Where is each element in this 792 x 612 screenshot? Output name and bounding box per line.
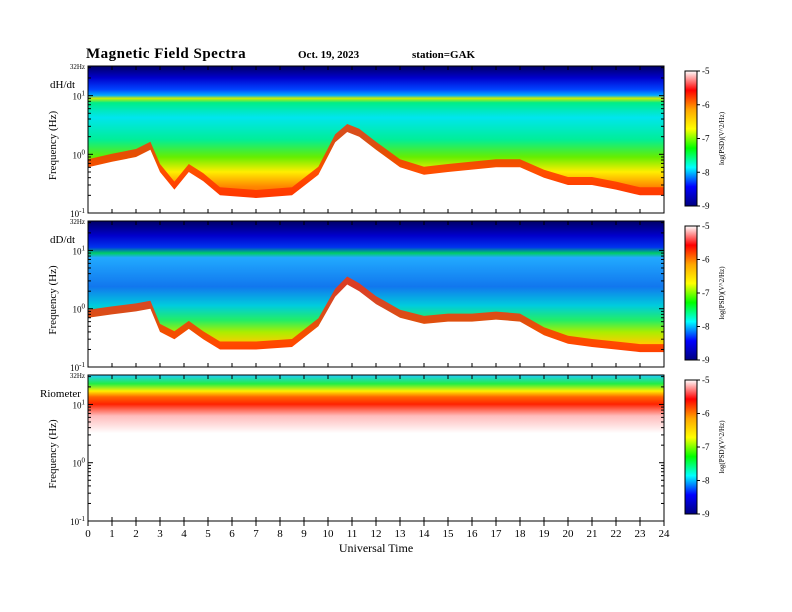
- x-tick-label: 24: [659, 528, 671, 540]
- colorbar-tick-label: -9: [702, 509, 710, 519]
- y-tick-label: 32Hz: [70, 372, 85, 380]
- chart-title: Magnetic Field Spectra: [86, 46, 247, 62]
- colorbar: [684, 70, 698, 207]
- colorbar-tick-label: -6: [702, 409, 710, 419]
- x-tick-label: 5: [205, 528, 211, 540]
- x-tick-label: 4: [181, 528, 187, 540]
- x-tick-label: 2: [133, 528, 139, 540]
- low-power-region: [88, 284, 664, 367]
- x-tick-label: 23: [635, 528, 647, 540]
- x-tick-label: 8: [277, 528, 283, 540]
- panel-riometer: Riometer Frequency (Hz) 32Hz 101 100 10-1 -5 -6…: [40, 372, 726, 527]
- x-tick-label: 21: [587, 528, 598, 540]
- colorbar-tick-label: -9: [702, 201, 710, 211]
- y-axis-label: Frequency (Hz): [47, 111, 59, 181]
- y-tick-label: 100: [73, 457, 86, 469]
- colorbar-tick-label: -5: [702, 221, 710, 231]
- x-tick-label: 16: [467, 528, 479, 540]
- y-tick-label: 101: [73, 244, 86, 256]
- x-tick-label: 15: [443, 528, 455, 540]
- x-tick-label: 10: [323, 528, 335, 540]
- y-tick-label: 100: [73, 148, 86, 160]
- colorbar-tick-label: -8: [702, 476, 710, 486]
- colorbar-tick-label: -9: [702, 355, 710, 365]
- x-tick-label: 13: [395, 528, 407, 540]
- colorbar-tick-label: -7: [702, 288, 710, 298]
- panel-label: dH/dt: [50, 79, 75, 91]
- chart-date: Oct. 19, 2023: [298, 49, 360, 61]
- colorbar-tick-label: -6: [702, 100, 710, 110]
- x-tick-label: 0: [85, 528, 91, 540]
- x-axis-label: Universal Time: [339, 541, 413, 555]
- colorbar-label: log(PSD)(V^2/Hz): [718, 420, 726, 474]
- x-tick-label: 18: [515, 528, 527, 540]
- x-tick-label: 7: [253, 528, 259, 540]
- spectrogram: [88, 375, 664, 521]
- colorbar: [684, 379, 698, 515]
- y-tick-label: 32Hz: [70, 218, 85, 226]
- x-tick-label: 1: [109, 528, 115, 540]
- x-tick-label: 12: [371, 528, 382, 540]
- x-tick-label: 17: [491, 528, 503, 540]
- y-axis-label: Frequency (Hz): [47, 419, 59, 489]
- y-tick-label: 10-1: [70, 515, 85, 527]
- colorbar-label: log(PSD)(V^2/Hz): [718, 266, 726, 320]
- x-tick-label: 20: [563, 528, 575, 540]
- chart-station: station=GAK: [412, 49, 476, 61]
- colorbar-label: log(PSD)(V^2/Hz): [718, 111, 726, 165]
- panel-label: dD/dt: [50, 234, 75, 246]
- y-tick-label: 32Hz: [70, 63, 85, 71]
- x-tick-label: 11: [347, 528, 358, 540]
- colorbar: [684, 225, 698, 361]
- y-tick-label: 101: [73, 398, 86, 410]
- colorbar-tick-label: -7: [702, 442, 710, 452]
- low-power-region: [88, 132, 664, 213]
- y-axis-label: Frequency (Hz): [47, 265, 59, 335]
- x-tick-label: 3: [157, 528, 163, 540]
- panel-label: Riometer: [40, 388, 81, 400]
- x-tick-label: 19: [539, 528, 551, 540]
- colorbar-tick-label: -7: [702, 134, 710, 144]
- y-tick-label: 100: [73, 303, 86, 315]
- colorbar-tick-label: -6: [702, 255, 710, 265]
- x-tick-label: 14: [419, 528, 431, 540]
- colorbar-tick-label: -8: [702, 322, 710, 332]
- x-tick-label: 6: [229, 528, 235, 540]
- colorbar-tick-label: -5: [702, 66, 710, 76]
- x-tick-label: 22: [611, 528, 622, 540]
- x-tick-label: 9: [301, 528, 307, 540]
- colorbar-tick-label: -5: [702, 375, 710, 385]
- colorbar-tick-label: -8: [702, 167, 710, 177]
- y-tick-label: 101: [73, 90, 86, 102]
